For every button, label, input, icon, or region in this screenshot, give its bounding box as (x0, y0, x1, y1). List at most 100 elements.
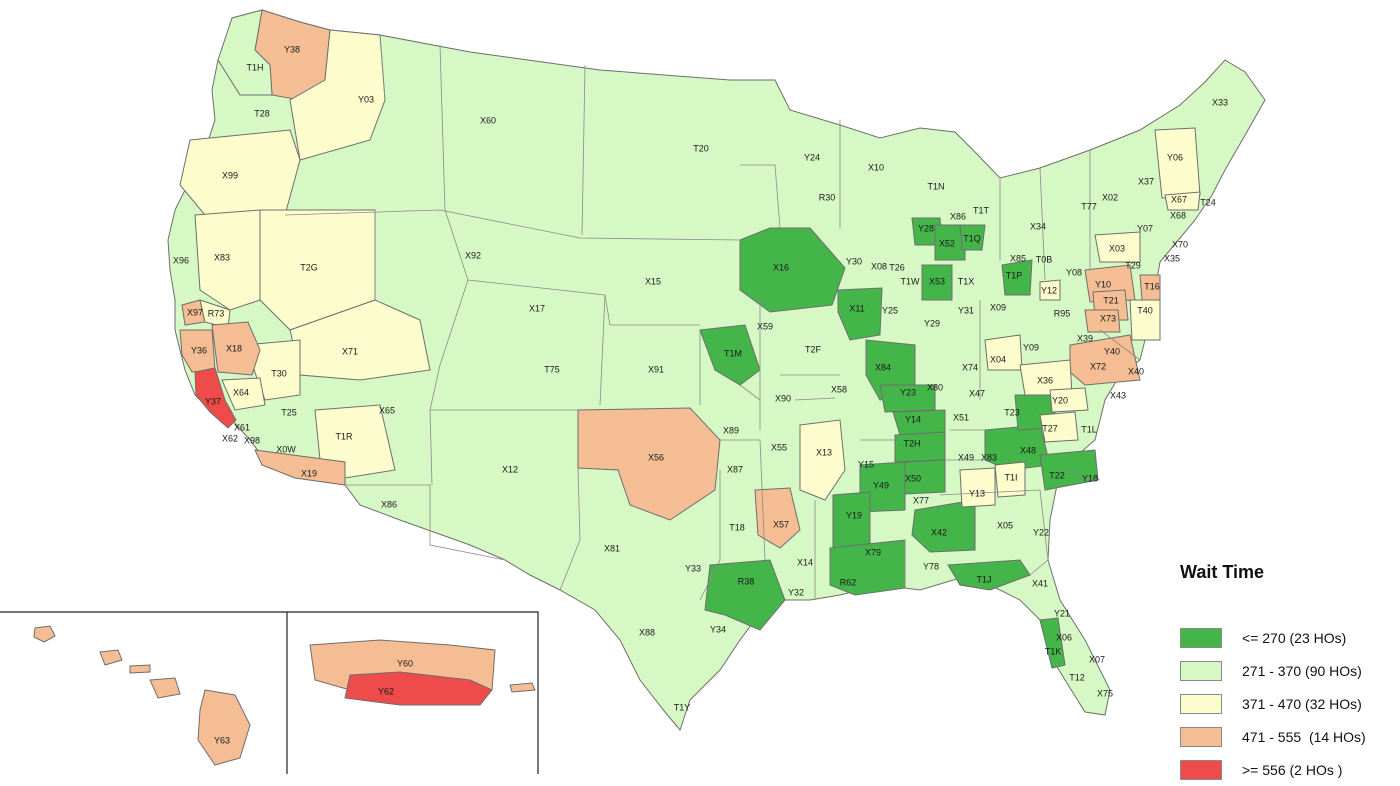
label-Y06: Y06 (1167, 152, 1183, 162)
label-X84: X84 (875, 362, 891, 372)
label-X56: X56 (648, 452, 664, 462)
label-T1Q: T1Q (963, 233, 981, 243)
label-R30: R30 (819, 192, 836, 202)
label-T0B: T0B (1036, 254, 1053, 264)
legend-label: 371 - 470 (32 HOs) (1242, 695, 1362, 712)
label-X50: X50 (905, 473, 921, 483)
legend-label: >= 556 (2 HOs ) (1242, 761, 1343, 778)
label-T27: T27 (1042, 423, 1058, 433)
label-X49: X49 (958, 452, 974, 462)
label-T20: T20 (693, 143, 709, 153)
label-X10: X10 (868, 162, 884, 172)
label-Y40: Y40 (1104, 346, 1120, 356)
label-Y20: Y20 (1052, 395, 1068, 405)
legend-item: <= 270 (23 HOs) (1180, 621, 1395, 654)
legend-swatch (1180, 759, 1222, 780)
label-R73: R73 (208, 308, 225, 318)
label-X12: X12 (502, 464, 518, 474)
label-T22: T22 (1049, 470, 1065, 480)
region-Y12 (1039, 279, 1061, 301)
label-T1J: T1J (976, 574, 991, 584)
label-Y31: Y31 (958, 305, 974, 315)
legend-swatch (1180, 627, 1222, 648)
label-X80: X80 (927, 382, 943, 392)
label-Y60: Y60 (397, 658, 413, 668)
label-T1H: T1H (246, 62, 263, 72)
label-T26: T26 (889, 262, 905, 272)
label-X0W: X0W (276, 444, 296, 454)
label-Y25: Y25 (882, 305, 898, 315)
label-T1N: T1N (927, 181, 944, 191)
region-X67 (1164, 191, 1201, 211)
region-X18 (211, 321, 261, 376)
label-T1M: T1M (724, 348, 742, 358)
label-Y07: Y07 (1137, 223, 1153, 233)
label-X47: X47 (969, 388, 985, 398)
region-Y62-poly (344, 671, 493, 706)
legend-swatch (1180, 660, 1222, 681)
label-X91: X91 (648, 364, 664, 374)
label-X72: X72 (1090, 361, 1106, 371)
label-T2F: T2F (805, 344, 822, 354)
label-R95: R95 (1054, 308, 1071, 318)
label-X59: X59 (757, 321, 773, 331)
label-Y33: Y33 (685, 563, 701, 573)
label-X90: X90 (775, 393, 791, 403)
label-Y18: Y18 (1082, 473, 1098, 483)
label-X77: X77 (913, 495, 929, 505)
label-T25: T25 (281, 407, 297, 417)
label-X40: X40 (1128, 366, 1144, 376)
label-X88: X88 (639, 627, 655, 637)
region-T1R (314, 404, 396, 479)
label-X15: X15 (645, 276, 661, 286)
label-Y10: Y10 (1095, 279, 1111, 289)
label-X52: X52 (939, 238, 955, 248)
label-T2G: T2G (300, 262, 318, 272)
label-Y29: Y29 (924, 318, 940, 328)
label-T1W: T1W (901, 276, 921, 286)
label-X74: X74 (962, 362, 978, 372)
label-R38: R38 (738, 576, 755, 586)
inset-frame-left (0, 611, 539, 774)
label-X65: X65 (379, 405, 395, 415)
region-T1H (217, 9, 273, 96)
legend-label: 471 - 555 (14 HOs) (1242, 728, 1366, 745)
region-hawaii-big (197, 689, 251, 766)
legend-item: 471 - 555 (14 HOs) (1180, 720, 1395, 753)
label-Y23: Y23 (900, 387, 916, 397)
region-X11 (837, 287, 883, 341)
label-Y19: Y19 (846, 510, 862, 520)
region-T27 (1039, 411, 1079, 443)
label-T1T: T1T (973, 205, 990, 215)
region-X64 (221, 377, 266, 411)
legend-title: Wait Time (1180, 562, 1265, 582)
label-X53: X53 (929, 276, 945, 286)
region-pr-islet (509, 682, 536, 693)
label-X86-east: X86 (950, 211, 966, 221)
label-X03: X03 (1109, 243, 1125, 253)
label-Y15: Y15 (858, 459, 874, 469)
legend-item: >= 556 (2 HOs ) (1180, 753, 1395, 786)
label-X33: X33 (1212, 97, 1228, 107)
label-X39: X39 (1077, 333, 1093, 343)
legend-swatch (1180, 693, 1222, 714)
label-X58: X58 (831, 384, 847, 394)
label-Y13: Y13 (969, 488, 985, 498)
label-T1K: T1K (1045, 646, 1062, 656)
label-X83: X83 (214, 252, 230, 262)
label-X51: X51 (953, 412, 969, 422)
label-T28: T28 (254, 108, 270, 118)
label-X67: X67 (1171, 194, 1187, 204)
label-T1P: T1P (1006, 270, 1023, 280)
puerto-rico-inset (286, 612, 536, 774)
label-Y30: Y30 (846, 256, 862, 266)
region-Y06 (1154, 127, 1201, 199)
label-X98: X98 (244, 435, 260, 445)
label-X97: X97 (187, 307, 203, 317)
region-T1Q (959, 224, 986, 251)
region-X13 (799, 419, 846, 501)
legend-item: 271 - 370 (90 HOs) (1180, 654, 1395, 687)
label-X83-south: X83 (981, 452, 997, 462)
label-X81: X81 (604, 543, 620, 553)
label-Y09: Y09 (1023, 342, 1039, 352)
